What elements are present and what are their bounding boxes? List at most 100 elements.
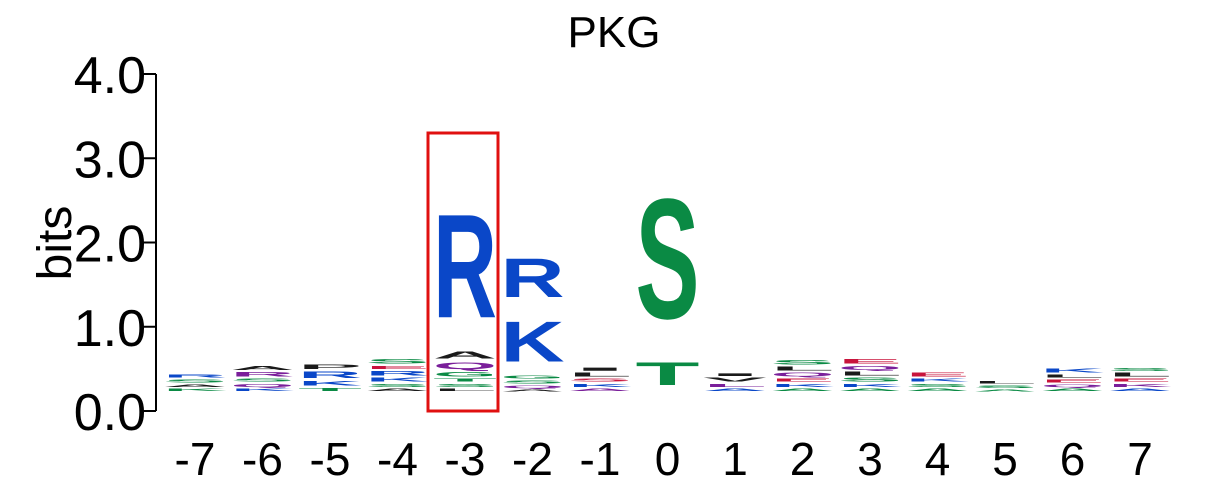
logo-letter: A xyxy=(568,388,632,392)
logo-letter: K xyxy=(298,380,362,387)
logo-letter: L xyxy=(838,371,902,377)
x-tick-label: -5 xyxy=(310,433,351,485)
x-tick-label: 2 xyxy=(790,433,816,485)
logo-letter: A xyxy=(906,388,970,392)
chart-title: PKG xyxy=(568,8,661,57)
logo-stack: ASL xyxy=(973,380,1037,392)
y-tick-label: 1.0 xyxy=(74,300,146,358)
y-tick-label: 2.0 xyxy=(74,216,146,274)
logo-letter: E xyxy=(771,378,835,383)
logo-letter: R xyxy=(433,183,497,349)
logo-letter: T xyxy=(636,356,700,392)
logo-letter: L xyxy=(973,380,1037,384)
logo-letter: S xyxy=(366,383,430,388)
logo-stack: LSTGQAR xyxy=(433,183,497,392)
x-axis: -7 -6 -5 -4 -3 -2 -1 0 1 2 3 4 5 6 7 xyxy=(175,433,1153,485)
logo-letter: R xyxy=(501,247,565,309)
logo-letter: R xyxy=(163,373,227,378)
logo-stack: ALVI xyxy=(703,373,767,392)
logo-letter: L xyxy=(568,372,632,378)
y-tick-label: 0.0 xyxy=(74,384,146,442)
logo-letter: L xyxy=(703,383,767,388)
logo-letter: L xyxy=(771,366,835,372)
x-tick-label: 6 xyxy=(1060,433,1086,485)
x-tick-label: 1 xyxy=(722,433,748,485)
logo-letter: K xyxy=(1041,368,1105,374)
x-tick-label: 7 xyxy=(1127,433,1153,485)
logo-letter: V xyxy=(703,377,767,383)
logo-letter: R xyxy=(231,371,295,378)
logo-letter: K xyxy=(366,377,430,383)
logo-letter: T xyxy=(433,378,497,383)
logo-letter: A xyxy=(231,365,295,371)
logo-letter: S xyxy=(636,164,700,355)
logo-letter: S xyxy=(973,384,1037,388)
logo-letter: A xyxy=(501,389,565,392)
logo-letter: R xyxy=(366,370,430,377)
x-tick-label: 5 xyxy=(992,433,1018,485)
x-tick-label: -7 xyxy=(175,433,216,485)
logo-letter: S xyxy=(366,358,430,365)
x-tick-label: 4 xyxy=(925,433,951,485)
y-tick-label: 3.0 xyxy=(74,131,146,189)
logo-letter: K xyxy=(838,383,902,388)
logo-letter: S xyxy=(906,383,970,388)
logo-letter: A xyxy=(771,388,835,392)
logo-letter: K xyxy=(501,309,565,374)
logo-letter: E xyxy=(1041,379,1105,384)
logo-letter: L xyxy=(1041,373,1105,378)
logo-letter: A xyxy=(433,350,497,361)
x-tick-label: -1 xyxy=(580,433,621,485)
logo-letter: A xyxy=(973,389,1037,392)
logo-letter: T xyxy=(298,387,362,392)
x-tick-label: -2 xyxy=(512,433,553,485)
logo-letter: Q xyxy=(501,384,565,388)
x-tick-label: 3 xyxy=(857,433,883,485)
logo-letter: Q xyxy=(1041,384,1105,388)
logo-letter: R xyxy=(298,370,362,380)
logo-letter: A xyxy=(838,388,902,392)
logo-letter: Q xyxy=(771,372,835,378)
logo-letter: Q xyxy=(433,361,497,371)
logo-letter: I xyxy=(568,367,632,372)
logo-letter: S xyxy=(838,377,902,383)
logo-stack: KASR xyxy=(163,373,227,392)
logo-letter: E xyxy=(906,372,970,378)
logo-letter: Q xyxy=(231,383,295,388)
logo-letter: S xyxy=(433,383,497,388)
x-tick-label: -4 xyxy=(377,433,418,485)
logo-letter: K xyxy=(1108,383,1172,388)
logo-letter: S xyxy=(771,359,835,366)
logo-letter: E xyxy=(366,365,430,370)
logo-letter: K xyxy=(568,383,632,388)
logo-letter: S xyxy=(501,379,565,384)
logo-letter: S xyxy=(231,378,295,383)
logo-letter: A xyxy=(366,388,430,392)
x-tick-label: -3 xyxy=(445,433,486,485)
logo-letter: S xyxy=(1108,367,1172,372)
logo-letter: G xyxy=(433,371,497,378)
logo-letter: K xyxy=(906,378,970,383)
logo-letter: K xyxy=(231,388,295,392)
logo-letter: E xyxy=(838,358,902,365)
logo-letter: K xyxy=(771,383,835,388)
logo-letter: I xyxy=(703,373,767,377)
logo-letter: A xyxy=(1041,388,1105,392)
logo-letter: E xyxy=(1108,378,1172,383)
y-tick-label: 4.0 xyxy=(74,47,146,105)
logo-letter: A xyxy=(1108,388,1172,392)
logo-letter: Q xyxy=(838,365,902,371)
logo-letter: S xyxy=(568,378,632,383)
